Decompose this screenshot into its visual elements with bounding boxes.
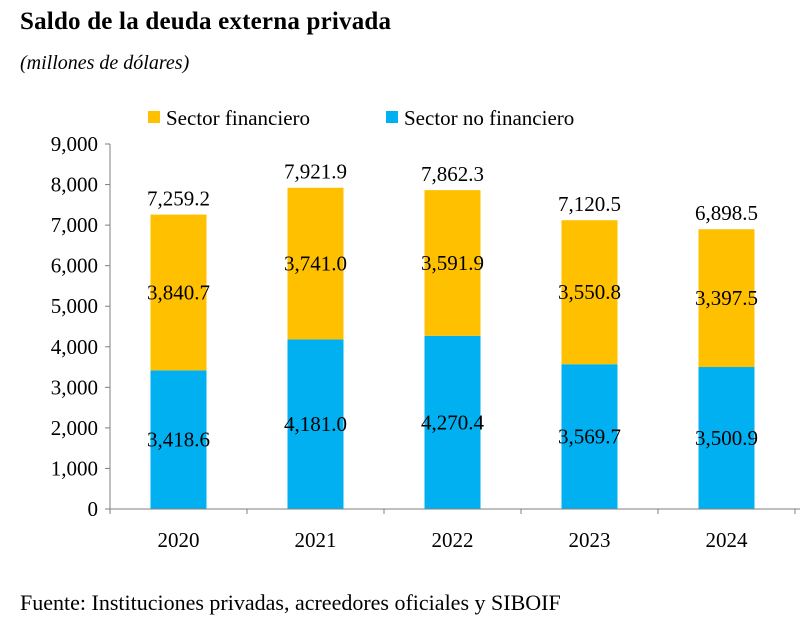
y-tick-label: 6,000 bbox=[51, 254, 98, 278]
data-label-no-financiero: 4,270.4 bbox=[421, 410, 485, 434]
data-label-no-financiero: 3,569.7 bbox=[558, 425, 621, 449]
bar-financiero bbox=[287, 187, 344, 340]
bar-financiero bbox=[561, 220, 618, 365]
legend-item-financiero-swatch bbox=[148, 111, 160, 123]
chart-subtitle: (millones de dólares) bbox=[20, 52, 190, 74]
y-tick-label: 2,000 bbox=[51, 416, 98, 440]
data-label-financiero: 3,591.9 bbox=[421, 251, 484, 275]
legend-item-financiero-label: Sector financiero bbox=[166, 106, 310, 130]
bar-no-financiero bbox=[424, 335, 481, 509]
source-note: Fuente: Instituciones privadas, acreedor… bbox=[20, 590, 561, 615]
x-tick-label: 2021 bbox=[295, 528, 337, 552]
data-label-total: 7,259.2 bbox=[147, 187, 210, 211]
y-tick-label: 9,000 bbox=[51, 132, 98, 156]
bars: 3,418.6 3,840.7 7,259.2 4,181.0 3,741.0 7,921… bbox=[147, 160, 758, 509]
data-label-total: 7,921.9 bbox=[284, 160, 347, 184]
x-tick-label: 2024 bbox=[706, 528, 749, 552]
y-tick-label: 4,000 bbox=[51, 335, 98, 359]
bar-financiero bbox=[150, 214, 207, 371]
data-label-total: 7,120.5 bbox=[558, 192, 621, 216]
data-label-financiero: 3,741.0 bbox=[284, 252, 347, 276]
data-label-total: 6,898.5 bbox=[695, 201, 758, 225]
y-tick-label: 8,000 bbox=[51, 173, 98, 197]
data-label-financiero: 3,840.7 bbox=[147, 280, 210, 304]
bar-financiero bbox=[698, 229, 755, 368]
x-tick-label: 2020 bbox=[158, 528, 200, 552]
bar-no-financiero bbox=[150, 370, 207, 509]
data-label-no-financiero: 4,181.0 bbox=[284, 412, 347, 436]
stacked-bar-chart: Sector financiero Sector no financiero 0 1… bbox=[51, 106, 800, 552]
y-tick-label: 5,000 bbox=[51, 294, 98, 318]
legend: Sector financiero Sector no financiero bbox=[148, 106, 574, 130]
y-tick-label: 0 bbox=[88, 497, 99, 521]
x-tick-label: 2023 bbox=[569, 528, 611, 552]
x-axis: 2020 2021 2022 2023 2024 bbox=[109, 508, 800, 552]
x-tick-label: 2022 bbox=[432, 528, 474, 552]
legend-item-no-financiero-swatch bbox=[386, 111, 398, 123]
bar-financiero bbox=[424, 190, 481, 336]
bar-no-financiero bbox=[698, 367, 755, 509]
data-label-financiero: 3,397.5 bbox=[695, 286, 758, 310]
bar-no-financiero bbox=[287, 339, 344, 509]
y-axis: 0 1,000 2,000 3,000 4,000 5,000 6,000 7,000 8,00… bbox=[51, 132, 111, 521]
y-tick-label: 3,000 bbox=[51, 375, 98, 399]
legend-item-no-financiero-label: Sector no financiero bbox=[404, 106, 574, 130]
chart-title: Saldo de la deuda externa privada bbox=[20, 8, 392, 35]
data-label-no-financiero: 3,418.6 bbox=[147, 428, 210, 452]
data-label-financiero: 3,550.8 bbox=[558, 280, 621, 304]
data-label-total: 7,862.3 bbox=[421, 162, 484, 186]
y-tick-label: 7,000 bbox=[51, 213, 98, 237]
y-tick-label: 1,000 bbox=[51, 456, 98, 480]
data-label-no-financiero: 3,500.9 bbox=[695, 426, 758, 450]
bar-no-financiero bbox=[561, 364, 618, 509]
